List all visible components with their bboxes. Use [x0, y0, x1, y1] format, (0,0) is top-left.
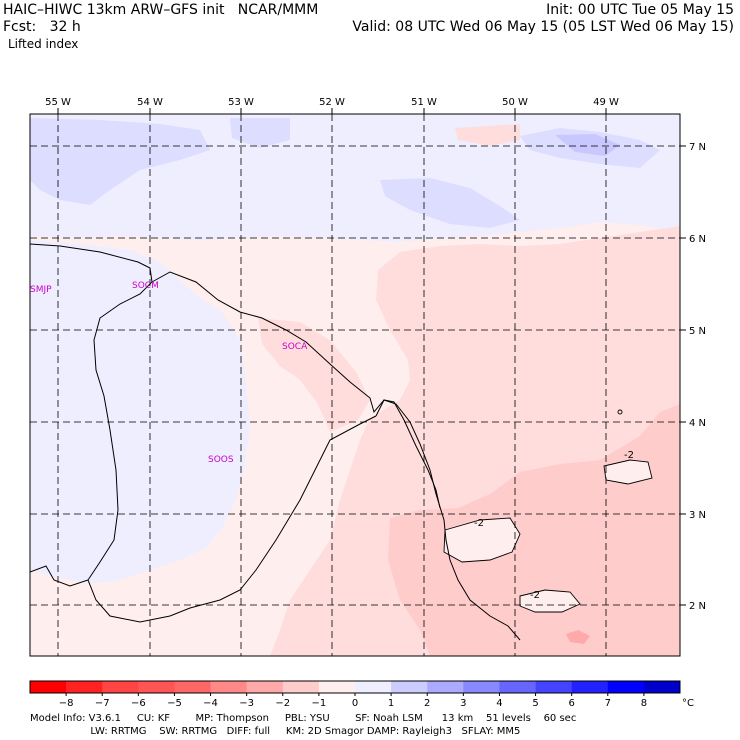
lat-label: 7 N	[689, 142, 706, 153]
colorbar-swatch	[535, 681, 572, 693]
colorbar-tick-label: 3	[460, 698, 466, 709]
lat-label: 6 N	[689, 234, 706, 245]
neutral-patch-south-2	[520, 590, 580, 612]
colorbar-tick-label: −1	[312, 698, 327, 709]
contour-labels: -2 -2 -2	[474, 450, 634, 601]
colorbar-swatch	[102, 681, 139, 693]
colorbar-swatch	[571, 681, 609, 693]
field-name: Lifted index	[8, 37, 79, 51]
colorbar-tick-label: 5	[532, 698, 538, 709]
deepest-pink-patch	[566, 630, 590, 644]
colorbar-unit: °C	[682, 698, 694, 709]
contour-line	[617, 409, 623, 415]
lon-label: 53 W	[228, 97, 254, 108]
lon-label: 55 W	[45, 97, 71, 108]
station-soos: SOOS	[208, 455, 234, 465]
colorbar-tick-label: 2	[424, 698, 430, 709]
valid-time: Valid: 08 UTC Wed 06 May 15 (05 LST Wed …	[352, 19, 734, 35]
latitude-labels: 7 N 6 N 5 N 4 N 3 N 2 N	[689, 142, 706, 612]
station-smjp: SMJP	[30, 285, 52, 295]
lon-label: 54 W	[137, 97, 163, 108]
stations: SMJP SOCM SOCA SOOS	[30, 281, 308, 465]
colorbar-swatch	[246, 681, 284, 693]
colorbar-swatch	[174, 681, 211, 693]
lon-label: 51 W	[411, 97, 437, 108]
colorbar-tick-label: −4	[203, 698, 218, 709]
lat-label: 2 N	[689, 601, 706, 612]
colorbar-tick-label: 6	[568, 698, 574, 709]
colorbar-tick-label: 1	[388, 698, 394, 709]
blue-patch-darker	[555, 134, 620, 156]
model-info-line-2: LW: RRTMG SW: RRTMG DIFF: full KM: 2D Sm…	[30, 726, 521, 737]
lat-label: 5 N	[689, 326, 706, 337]
colorbar-swatch	[427, 681, 464, 693]
contour-label: -2	[530, 590, 540, 601]
colorbar-tick-label: −5	[167, 698, 182, 709]
lat-label: 4 N	[689, 418, 706, 429]
shaded-field	[30, 114, 680, 656]
tick-marks	[57, 108, 686, 606]
forecast-hour: Fcst: 32 h	[3, 19, 81, 35]
blue-patch-northwest-2	[230, 118, 290, 148]
lat-label: 3 N	[689, 510, 706, 521]
colorbar-swatch	[391, 681, 428, 693]
neutral-patch-south	[444, 518, 520, 562]
colorbar-swatch	[463, 681, 500, 693]
colorbar: −8 −7 −6 −5 −4 −3 −2 −1 0 1 2 3 4 5 6 7 8	[29, 680, 681, 709]
colorbar-tick-label: −7	[95, 698, 110, 709]
lon-label: 49 W	[593, 97, 619, 108]
colorbar-swatch	[607, 681, 645, 693]
map-frame	[29, 113, 681, 657]
colorbar-swatch	[499, 681, 536, 693]
colorbar-tick-label: 0	[352, 698, 358, 709]
colorbar-tick-label: 8	[641, 698, 647, 709]
colorbar-swatch	[138, 681, 175, 693]
colorbar-swatch	[355, 681, 392, 693]
model-title: HAIC–HIWC 13km ARW–GFS init NCAR/MMM	[3, 2, 319, 18]
lon-label: 52 W	[319, 97, 345, 108]
colorbar-swatch	[643, 681, 681, 693]
contour-line	[519, 589, 581, 613]
contour-label: -2	[624, 450, 634, 461]
contour-label: -2	[474, 518, 484, 529]
blue-patch-north-center	[380, 178, 520, 228]
gridlines	[30, 114, 680, 656]
station-soca: SOCA	[282, 342, 308, 352]
pink-shading-north	[455, 124, 520, 146]
model-info-line-1: Model Info: V3.6.1 CU: KF MP: Thompson P…	[30, 713, 577, 724]
colorbar-tick-label: 4	[496, 698, 502, 709]
colorbar-swatch	[282, 681, 320, 693]
blue-shading-west	[30, 240, 250, 584]
colorbar-tick-label: −2	[275, 698, 290, 709]
contour-line	[443, 517, 521, 563]
border-south	[375, 399, 441, 509]
colorbar-tick-label: 7	[605, 698, 611, 709]
pink-shading-coast	[258, 318, 370, 432]
border-west-south	[30, 565, 89, 587]
colorbar-tick-label: −6	[131, 698, 146, 709]
coastline	[151, 271, 521, 641]
colorbar-swatch	[210, 681, 247, 693]
longitude-labels: 55 W 54 W 53 W 52 W 51 W 50 W 49 W	[45, 97, 619, 108]
lon-label: 50 W	[502, 97, 528, 108]
colorbar-swatch	[30, 681, 67, 693]
station-socm: SOCM	[132, 281, 159, 291]
blue-patch-northwest	[30, 118, 210, 205]
init-time: Init: 00 UTC Tue 05 May 15	[546, 2, 734, 18]
neutral-patch-east	[604, 460, 652, 484]
colorbar-swatch	[318, 681, 356, 693]
colorbar-tick-label: −3	[239, 698, 254, 709]
colorbar-tick-label: −8	[59, 698, 74, 709]
colorbar-swatch	[66, 681, 103, 693]
